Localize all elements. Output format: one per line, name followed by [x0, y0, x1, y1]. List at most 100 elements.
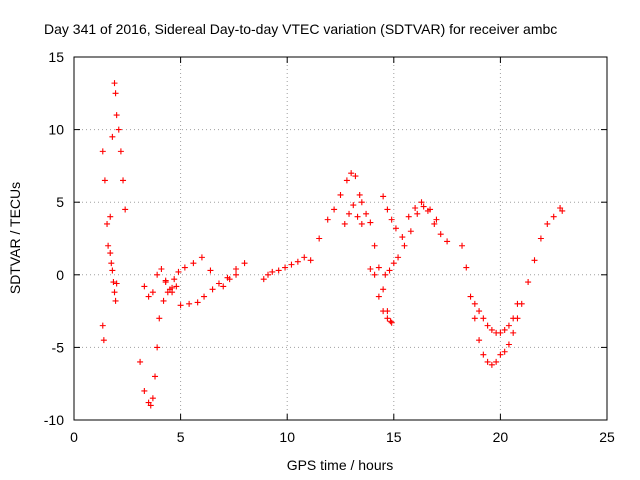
data-point — [433, 216, 440, 223]
data-point — [471, 315, 478, 322]
data-point — [115, 126, 122, 133]
data-point — [282, 264, 289, 271]
data-point — [107, 213, 114, 220]
x-tick-label: 20 — [493, 429, 509, 445]
data-point — [201, 293, 208, 300]
data-point — [346, 210, 353, 217]
data-point — [550, 213, 557, 220]
data-point — [418, 199, 425, 206]
data-point — [341, 220, 348, 227]
data-point — [531, 257, 538, 264]
series-trace11 — [382, 203, 440, 278]
data-point — [220, 283, 227, 290]
data-point — [493, 358, 500, 365]
data-point — [501, 326, 508, 333]
y-tick-label: 15 — [48, 49, 64, 65]
series-trace4 — [137, 283, 180, 409]
axis-ticks — [73, 56, 608, 421]
data-point — [505, 322, 512, 329]
data-point — [233, 271, 240, 278]
data-point — [488, 361, 495, 368]
series-trace6 — [162, 271, 240, 309]
data-point — [484, 358, 491, 365]
data-point — [154, 271, 161, 278]
data-point — [401, 242, 408, 249]
data-point — [324, 216, 331, 223]
data-point — [331, 206, 338, 213]
series-trace13 — [471, 205, 566, 368]
data-point — [395, 254, 402, 261]
data-point — [104, 220, 111, 227]
data-point — [497, 329, 504, 336]
data-point — [525, 279, 532, 286]
data-point — [471, 300, 478, 307]
data-point — [111, 289, 118, 296]
data-point — [112, 297, 119, 304]
data-point — [316, 235, 323, 242]
series-trace3 — [99, 322, 107, 344]
data-point — [265, 271, 272, 278]
data-point — [501, 348, 508, 355]
data-point — [177, 302, 184, 309]
data-point — [186, 300, 193, 307]
data-point — [476, 308, 483, 315]
data-point — [559, 207, 566, 214]
data-point — [388, 216, 395, 223]
x-tick-label: 10 — [279, 429, 295, 445]
data-point — [288, 261, 295, 268]
y-axis-label: SDTVAR / TECUs — [7, 182, 23, 294]
data-point — [160, 297, 167, 304]
data-point — [510, 329, 517, 336]
data-point — [154, 344, 161, 351]
data-point — [233, 265, 240, 272]
data-point — [307, 257, 314, 264]
data-point — [407, 228, 414, 235]
plot-frame — [73, 56, 608, 421]
data-point — [105, 242, 112, 249]
data-point — [198, 254, 205, 261]
data-point — [343, 177, 350, 184]
data-point — [145, 293, 152, 300]
data-point — [371, 242, 378, 249]
data-point — [149, 289, 156, 296]
data-point — [348, 170, 355, 177]
data-point — [147, 402, 154, 409]
data-point — [382, 271, 389, 278]
data-point — [173, 283, 180, 290]
data-point — [367, 219, 374, 226]
y-tick-label: 0 — [56, 267, 64, 283]
data-point — [260, 276, 267, 283]
data-point — [414, 210, 421, 217]
data-point — [301, 254, 308, 261]
series-trace2 — [107, 250, 120, 304]
series-trace1 — [99, 80, 129, 249]
data-point — [488, 326, 495, 333]
data-point — [207, 267, 214, 274]
data-point — [241, 260, 248, 267]
series-trace12 — [459, 242, 521, 336]
data-point — [459, 242, 466, 249]
data-point — [350, 202, 357, 209]
data-point — [108, 260, 115, 267]
data-point — [480, 315, 487, 322]
data-point — [269, 268, 276, 275]
y-tick-label: -10 — [44, 412, 64, 428]
data-point — [137, 358, 144, 365]
data-point — [427, 206, 434, 213]
data-point — [99, 148, 106, 155]
data-point — [380, 308, 387, 315]
data-point — [358, 220, 365, 227]
data-point — [384, 206, 391, 213]
data-point — [226, 276, 233, 283]
data-point — [141, 387, 148, 394]
data-point — [367, 265, 374, 272]
data-point — [497, 351, 504, 358]
data-point — [141, 283, 148, 290]
data-point — [518, 300, 525, 307]
data-point — [294, 258, 301, 265]
data-point — [111, 80, 118, 87]
y-tick-label: -5 — [52, 339, 65, 355]
data-point — [412, 205, 419, 212]
data-points — [99, 80, 566, 409]
